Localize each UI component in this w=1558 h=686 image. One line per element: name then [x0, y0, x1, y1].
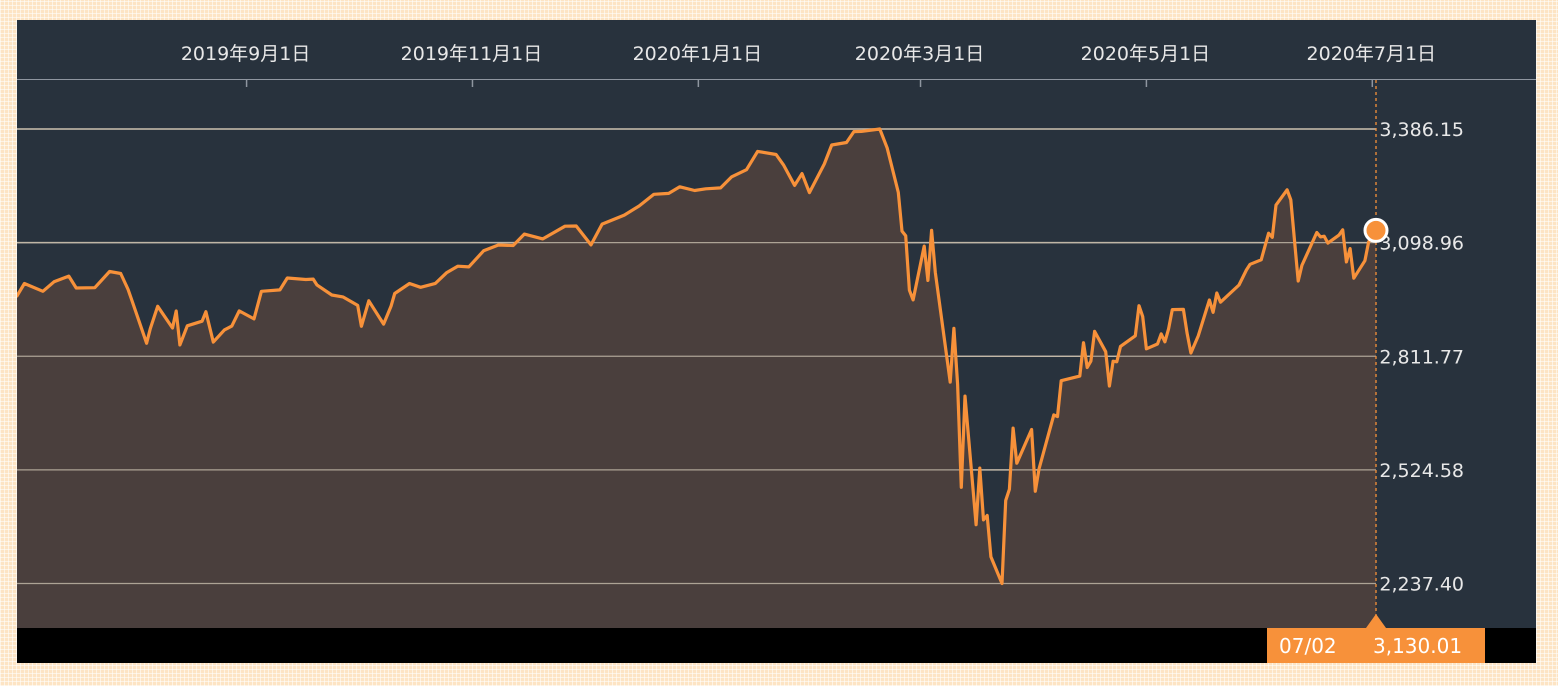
- series-area-fill: [17, 129, 1376, 628]
- cursor-readout-badge: 07/02 3,130.01: [1267, 628, 1485, 663]
- cursor-value: 3,130.01: [1373, 633, 1463, 658]
- y-tick-label: 3,098.96: [1379, 233, 1464, 255]
- cursor-date: 07/02: [1279, 633, 1337, 658]
- y-tick-label: 2,811.77: [1379, 346, 1464, 368]
- series-line: [17, 127, 1378, 586]
- x-tick-label: 2019年9月1日: [181, 43, 311, 65]
- x-tick-label: 2019年11月1日: [401, 43, 543, 65]
- cursor-pointer-icon: [1366, 614, 1386, 628]
- chart-svg: 3,386.15 3,098.96 2,811.77 2,524.58 2,237.40…: [17, 43, 1536, 628]
- y-tick-label: 3,386.15: [1379, 119, 1464, 141]
- y-tick-label: 2,237.40: [1379, 574, 1464, 596]
- x-tick-label: 2020年1月1日: [633, 43, 763, 65]
- x-tick-label: 2020年3月1日: [855, 43, 985, 65]
- cursor-point: [1363, 217, 1389, 243]
- x-tick-label: 2020年5月1日: [1081, 43, 1211, 65]
- stock-chart[interactable]: 3,386.15 3,098.96 2,811.77 2,524.58 2,237.40…: [17, 20, 1536, 663]
- y-tick-label: 2,524.58: [1379, 460, 1464, 482]
- x-tick-label: 2020年7月1日: [1307, 43, 1437, 65]
